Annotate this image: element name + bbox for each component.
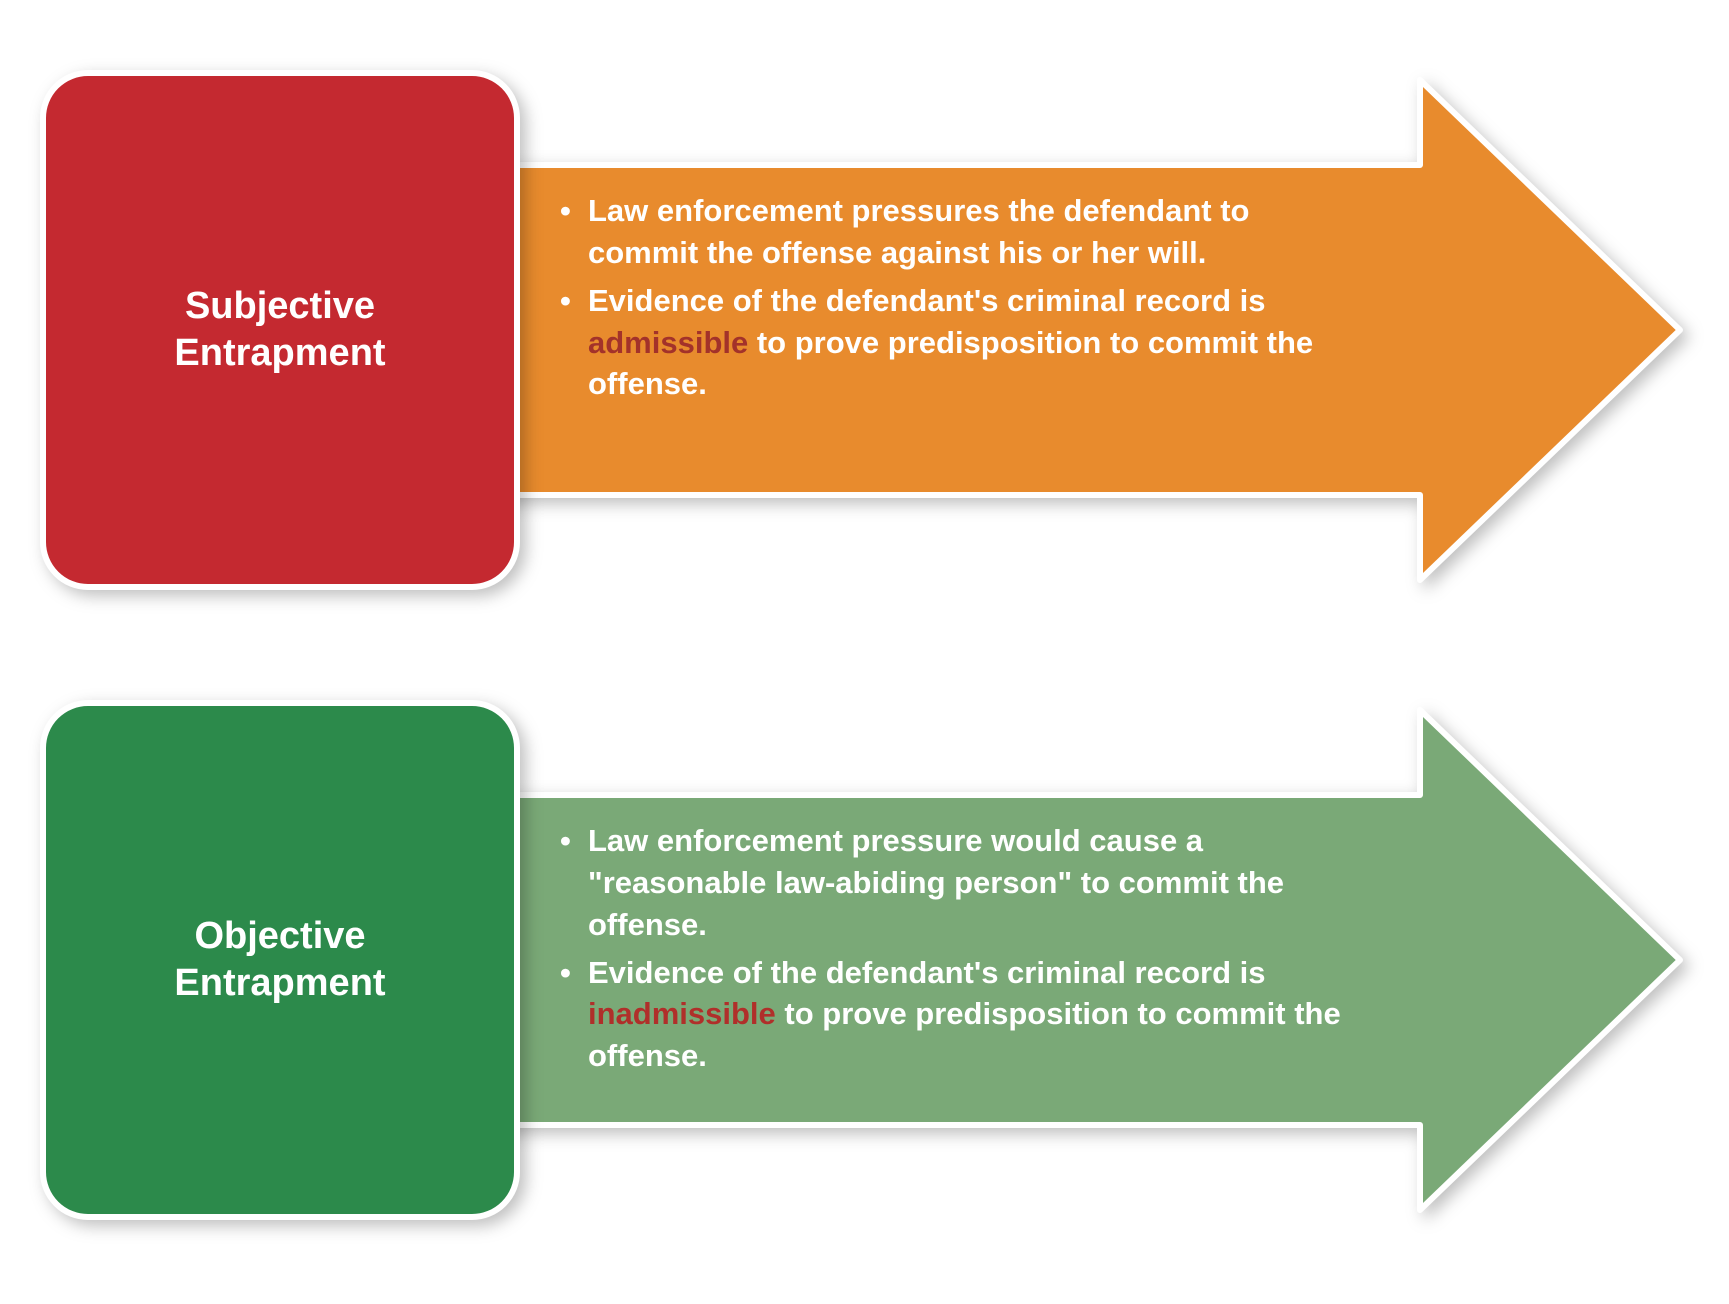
bullet-item: Law enforcement pressures the defendant … (560, 190, 1360, 274)
title-line1: Subjective (185, 285, 375, 327)
box-subjective-title: Subjective Entrapment (174, 283, 385, 378)
bullet-pre: Evidence of the defendant's criminal rec… (588, 283, 1266, 318)
bullets-subjective: Law enforcement pressures the defendant … (560, 190, 1360, 411)
bullets-objective: Law enforcement pressure would cause a "… (560, 820, 1360, 1083)
row-subjective: Subjective Entrapment Law enforcement pr… (40, 70, 1690, 590)
bullet-item: Evidence of the defendant's criminal rec… (560, 280, 1360, 406)
bullet-pre: Law enforcement pressure would cause a "… (588, 823, 1284, 942)
bullet-highlight: inadmissible (588, 996, 776, 1031)
bullet-item: Evidence of the defendant's criminal rec… (560, 952, 1360, 1078)
title-line1: Objective (194, 915, 365, 957)
row-objective: Objective Entrapment Law enforcement pre… (40, 700, 1690, 1220)
bullet-item: Law enforcement pressure would cause a "… (560, 820, 1360, 946)
bullet-pre: Law enforcement pressures the defendant … (588, 193, 1249, 270)
title-line2: Entrapment (174, 332, 385, 374)
box-objective: Objective Entrapment (40, 700, 520, 1220)
box-subjective: Subjective Entrapment (40, 70, 520, 590)
title-line2: Entrapment (174, 962, 385, 1004)
bullet-pre: Evidence of the defendant's criminal rec… (588, 955, 1266, 990)
box-objective-title: Objective Entrapment (174, 913, 385, 1008)
bullet-highlight: admissible (588, 325, 748, 360)
